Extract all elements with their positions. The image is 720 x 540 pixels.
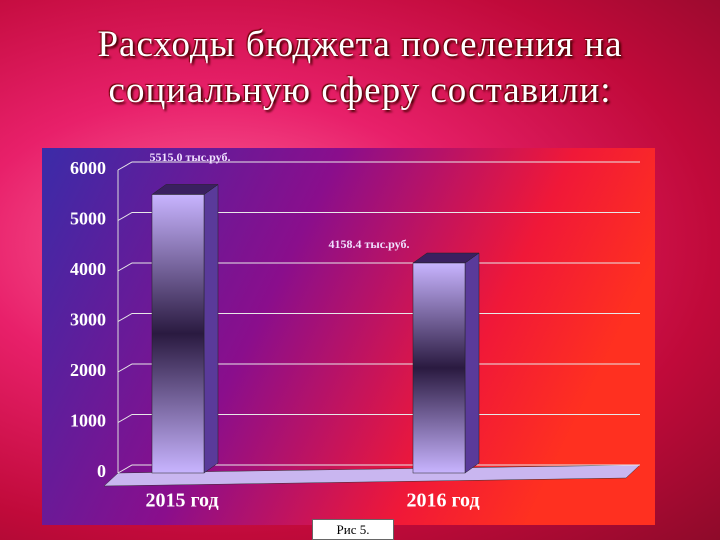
bar bbox=[151, 194, 205, 474]
slide-title: Расходы бюджета поселения на социальную … bbox=[97, 24, 623, 111]
bar-side bbox=[464, 252, 480, 474]
y-tick-label: 2000 bbox=[70, 360, 106, 380]
bar-side bbox=[203, 184, 219, 474]
figure-caption: Рис 5. bbox=[312, 519, 394, 540]
y-tick-label: 0 bbox=[97, 461, 106, 481]
bar bbox=[412, 262, 466, 474]
grid-line bbox=[117, 212, 640, 221]
y-tick-label: 5000 bbox=[70, 209, 106, 229]
y-tick-label: 4000 bbox=[70, 259, 106, 279]
chart-panel bbox=[42, 148, 655, 525]
value-label: 4158.4 тыс.руб. bbox=[329, 237, 410, 251]
y-tick-label: 3000 bbox=[70, 310, 106, 330]
x-tick-label: 2016 год bbox=[406, 490, 479, 512]
x-tick-label: 2015 год bbox=[145, 490, 218, 512]
y-tick-label: 1000 bbox=[70, 411, 106, 431]
y-tick-label: 6000 bbox=[70, 158, 106, 178]
value-label: 5515.0 тыс.руб. bbox=[150, 150, 231, 164]
grid-line bbox=[117, 161, 640, 171]
